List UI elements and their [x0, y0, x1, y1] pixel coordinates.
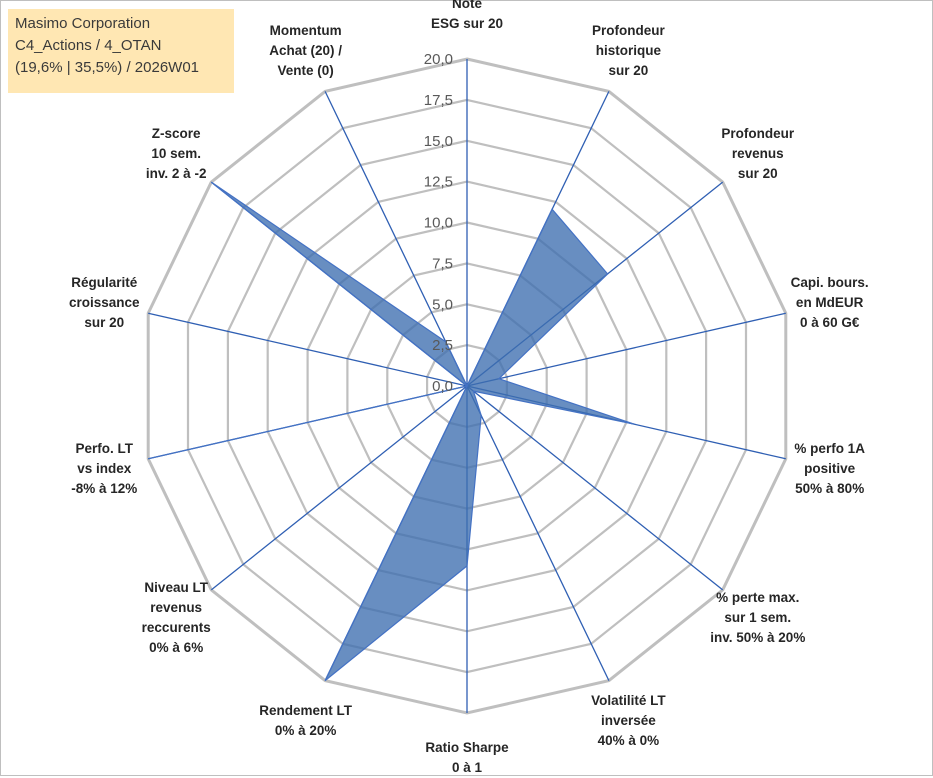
axis-label: Momentum Achat (20) / Vente (0)	[269, 22, 342, 78]
axis-label: % perte max. sur 1 sem. inv. 50% à 20%	[710, 589, 806, 645]
radial-tick-label: 5,0	[432, 296, 453, 313]
radial-tick-label: 10,0	[424, 215, 453, 232]
radial-tick-label: 12,5	[424, 174, 453, 191]
axis-label: Profondeur revenus sur 20	[721, 126, 795, 182]
radial-tick-label: 15,0	[424, 133, 453, 150]
series-area	[148, 181, 635, 682]
axis-spoke	[466, 385, 724, 591]
radial-tick-label: 7,5	[432, 255, 453, 272]
axis-spoke	[148, 312, 468, 387]
axis-label: Z-score 10 sem. inv. 2 à -2	[145, 126, 207, 182]
axis-label: Régularité croissance sur 20	[69, 275, 140, 331]
axis-label: Profondeur historique sur 20	[592, 22, 665, 78]
info-box: Masimo Corporation C4_Actions / 4_OTAN (…	[8, 9, 234, 93]
axis-label: Niveau LT revenus reccurents 0% à 6%	[141, 579, 211, 655]
axis-label: Volatilité LT inversée 40% à 0%	[591, 693, 666, 749]
series-polygon	[148, 181, 635, 682]
radial-tick-label: 20,0	[424, 51, 453, 68]
portfolio-path: C4_Actions / 4_OTAN	[15, 37, 162, 54]
axis-label: Note ESG sur 20	[430, 0, 504, 31]
axis-label: % perfo 1A positive 50% à 80%	[794, 440, 865, 496]
axis-spoke	[466, 385, 610, 681]
axis-label: Ratio Sharpe 0 à 1	[425, 740, 509, 775]
axis-label: Rendement LT 0% à 20%	[259, 703, 352, 739]
company-name: Masimo Corporation	[15, 15, 151, 32]
performance-week: (19,6% | 35,5%) / 2026W01	[15, 59, 199, 76]
axis-spoke	[210, 385, 468, 591]
axis-spoke	[466, 312, 786, 387]
radial-tick-label: 0,0	[432, 378, 453, 395]
axis-label: Perfo. LT vs index -8% à 12%	[71, 440, 138, 496]
axis-spoke	[324, 91, 468, 387]
axis-label: Capi. bours. en MdEUR 0 à 60 G€	[790, 275, 869, 331]
radial-tick-label: 2,5	[432, 337, 453, 354]
radial-tick-labels: 0,0 2,5 5,0 7,5 10,0 12,5 15,0 17,5 20,0	[424, 51, 453, 395]
radial-tick-label: 17,5	[424, 92, 453, 109]
